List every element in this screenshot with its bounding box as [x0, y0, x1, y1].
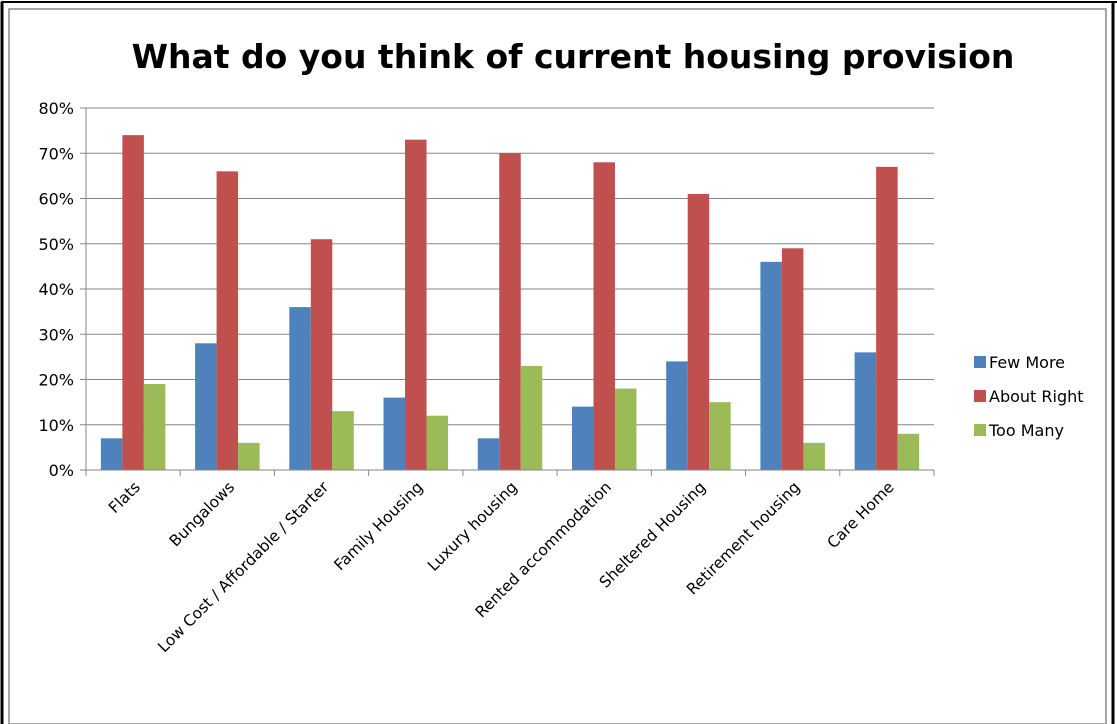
bar: [310, 239, 333, 470]
bar: [426, 415, 449, 470]
legend: Few More About Right Too Many: [974, 353, 1084, 440]
axes: [80, 107, 935, 476]
y-tick-label: 40%: [38, 280, 74, 299]
bar: [593, 162, 615, 471]
bar: [760, 261, 782, 470]
x-category-label: Flats: [105, 478, 144, 517]
legend-swatch: [974, 424, 986, 436]
bar: [477, 438, 500, 470]
bar: [614, 388, 637, 470]
bar: [876, 166, 898, 470]
bar: [143, 384, 166, 470]
bar: [405, 139, 427, 471]
x-category-label: Family Housing: [331, 478, 427, 574]
x-category-label: Sheltered Housing: [596, 478, 709, 591]
bar: [100, 438, 123, 470]
bar: [122, 135, 144, 470]
legend-swatch: [974, 356, 986, 368]
bar: [781, 248, 804, 470]
x-category-label: Luxury housing: [424, 478, 521, 575]
y-tick-label: 70%: [38, 144, 74, 163]
chart-title: What do you think of current housing pro…: [132, 37, 1015, 76]
legend-label: Few More: [989, 353, 1065, 372]
bars: [100, 135, 920, 471]
bar: [854, 352, 877, 470]
bar: [332, 411, 354, 470]
y-tick-label: 50%: [38, 235, 74, 254]
bar: [687, 193, 710, 470]
bar: [666, 361, 688, 470]
legend-label: Too Many: [988, 421, 1064, 440]
y-tick-label: 30%: [38, 325, 74, 344]
x-category-label: Low Cost / Affordable / Starter: [154, 478, 332, 656]
y-axis-tick-labels: 0% 10% 20% 30% 40% 50% 60% 70% 80%: [38, 99, 74, 480]
x-category-label: Care Home: [824, 478, 898, 552]
bar: [216, 171, 239, 470]
chart-area-border: [8, 8, 1107, 724]
y-tick-label: 10%: [38, 416, 74, 435]
bar: [383, 397, 406, 470]
x-category-label: Bungalows: [166, 478, 238, 550]
y-tick-label: 20%: [38, 371, 74, 390]
y-tick-label: 80%: [38, 99, 74, 118]
y-tick-label: 60%: [38, 190, 74, 209]
legend-swatch: [974, 390, 986, 402]
legend-label: About Right: [989, 387, 1084, 406]
bar: [520, 365, 543, 470]
bar: [195, 343, 217, 470]
bar: [238, 442, 260, 470]
bar: [709, 402, 731, 470]
bar: [571, 406, 594, 470]
y-tick-label: 0%: [49, 461, 74, 480]
bar: [803, 442, 825, 470]
bar: [499, 153, 521, 470]
bar: [289, 307, 311, 470]
bar: [897, 433, 920, 470]
